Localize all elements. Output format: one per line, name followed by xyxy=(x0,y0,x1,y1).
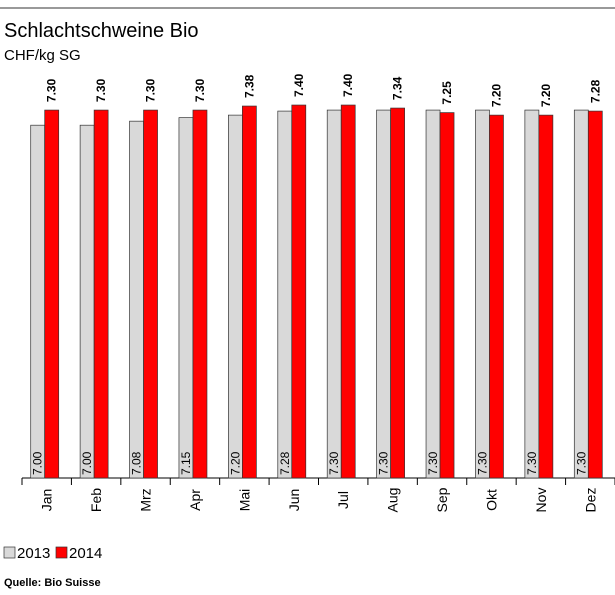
value-label: 7.20 xyxy=(539,83,553,107)
x-tick-label: Aug xyxy=(385,488,401,513)
bar xyxy=(425,109,441,479)
x-tick-label: Mrz xyxy=(138,488,154,511)
value-label: 7.30 xyxy=(327,451,341,475)
x-tick-label: Jun xyxy=(286,489,302,512)
bar xyxy=(242,105,257,479)
chart-title: Schlachtschweine Bio xyxy=(4,20,199,42)
bar xyxy=(326,109,342,479)
value-label: 7.30 xyxy=(144,78,158,102)
bar xyxy=(30,124,46,479)
x-tick-label: Dez xyxy=(582,488,598,513)
value-label: 7.28 xyxy=(588,79,602,103)
value-label: 7.15 xyxy=(179,451,193,475)
legend-swatch xyxy=(55,546,68,559)
bar xyxy=(524,109,540,479)
x-tick-label: Jan xyxy=(39,489,55,512)
x-tick-label: Feb xyxy=(88,488,104,512)
bar xyxy=(129,120,144,479)
value-label: 7.30 xyxy=(475,451,489,475)
value-label: 7.38 xyxy=(242,74,256,98)
bar xyxy=(475,109,490,479)
bar xyxy=(538,114,554,479)
y-axis-label: CHF/kg SG xyxy=(4,47,81,64)
value-label: 7.20 xyxy=(228,451,242,475)
value-label: 7.30 xyxy=(525,451,539,475)
value-label: 7.08 xyxy=(130,451,144,475)
bar xyxy=(376,109,391,479)
value-label: 7.28 xyxy=(278,451,292,475)
legend-swatch xyxy=(3,546,16,559)
value-label: 7.30 xyxy=(193,78,207,102)
bar xyxy=(143,109,158,479)
bar xyxy=(587,110,603,479)
bar xyxy=(93,109,109,479)
x-tick-label: Jul xyxy=(335,491,351,509)
x-tick-label: Okt xyxy=(483,489,499,511)
bar xyxy=(178,117,194,479)
source: Quelle: Bio Suisse xyxy=(4,577,101,589)
legend-label: 2013 xyxy=(17,545,50,562)
legend-label: 2014 xyxy=(69,545,102,562)
bar xyxy=(573,109,589,479)
value-label: 7.34 xyxy=(391,76,405,100)
value-label: 7.30 xyxy=(574,451,588,475)
bar xyxy=(340,104,356,479)
value-label: 7.00 xyxy=(31,451,45,475)
bar xyxy=(489,114,504,479)
bar xyxy=(228,114,243,479)
x-tick-label: Sep xyxy=(434,487,450,512)
x-tick-label: Mai xyxy=(236,489,252,512)
value-label: 7.00 xyxy=(80,451,94,475)
value-label: 7.30 xyxy=(94,78,108,102)
value-label: 7.25 xyxy=(440,81,454,105)
x-tick-label: Apr xyxy=(187,489,203,511)
bar xyxy=(192,109,208,479)
value-label: 7.30 xyxy=(426,451,440,475)
bar xyxy=(79,124,95,479)
bar xyxy=(44,109,60,479)
value-label: 7.40 xyxy=(292,73,306,97)
value-label: 7.40 xyxy=(341,73,355,97)
bar xyxy=(291,104,307,479)
bar xyxy=(439,112,455,479)
value-label: 7.30 xyxy=(377,451,391,475)
x-tick-label: Nov xyxy=(533,488,549,513)
value-label: 7.20 xyxy=(489,83,503,107)
bar xyxy=(277,110,293,479)
bar xyxy=(390,107,405,479)
value-label: 7.30 xyxy=(45,78,59,102)
